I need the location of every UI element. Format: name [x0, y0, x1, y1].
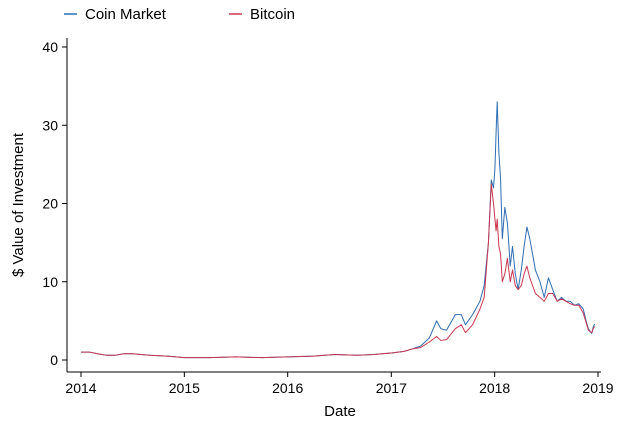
- y-tick-label: 30: [42, 117, 58, 133]
- x-tick-label: 2019: [582, 380, 613, 396]
- y-tick-label: 20: [42, 196, 58, 212]
- x-tick-label: 2016: [272, 380, 303, 396]
- y-tick-label: 40: [42, 39, 58, 55]
- series-group: [81, 101, 596, 359]
- series-line-coin-market: [81, 101, 596, 359]
- x-axis-title: Date: [324, 403, 356, 420]
- series-line-bitcoin: [81, 183, 596, 359]
- legend: Coin Market Bitcoin: [64, 6, 295, 23]
- legend-label-bitcoin: Bitcoin: [250, 6, 295, 23]
- y-tick-label: 10: [42, 274, 58, 290]
- x-tick-label: 2017: [376, 380, 407, 396]
- ticks: 2014 2015 2016 2017 2018 2019 0 10 20 30 40: [42, 39, 613, 396]
- x-tick-label: 2015: [169, 380, 200, 396]
- y-tick-label: 0: [50, 352, 58, 368]
- y-axis-title: $ Value of Investment: [10, 132, 27, 277]
- legend-label-coin-market: Coin Market: [85, 6, 167, 23]
- x-tick-label: 2014: [65, 380, 96, 396]
- x-tick-label: 2018: [479, 380, 510, 396]
